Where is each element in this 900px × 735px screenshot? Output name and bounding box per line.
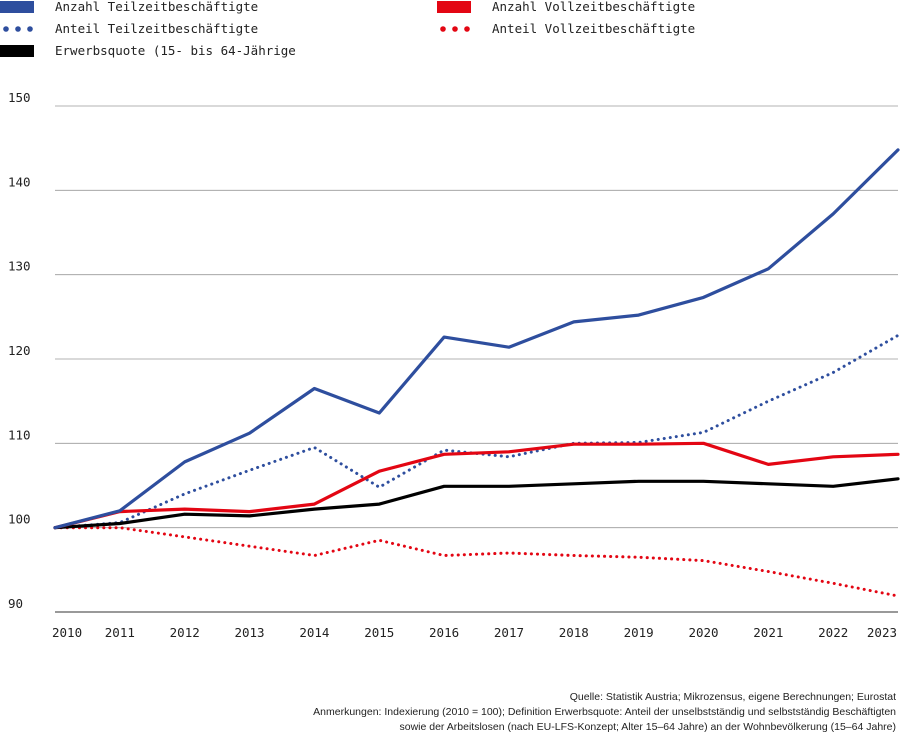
y-tick-label: 140	[8, 174, 31, 189]
legend-swatch-dot	[452, 26, 458, 32]
x-axis-ticks: 2010 2011 2012 2013 2014 2015 2016 2017 2018 2019…	[52, 625, 897, 640]
legend-item-anzahl-teilzeitbeschaeftigte: Anzahl Teilzeitbeschäftigte	[0, 0, 258, 14]
legend-label: Anteil Vollzeitbeschäftigte	[492, 21, 695, 36]
series-line-erwerbsquote-15-bis-64-jaehrige	[53, 477, 900, 530]
legend-label: Anteil Teilzeitbeschäftigte	[55, 21, 258, 36]
x-tick-label: 2016	[429, 625, 459, 640]
legend-item-anteil-vollzeitbeschaeftigte: Anteil Vollzeitbeschäftigte	[440, 21, 695, 36]
chart-gridlines	[55, 105, 898, 613]
x-tick-label: 2021	[753, 625, 783, 640]
legend-item-anteil-teilzeitbeschaeftigte: Anteil Teilzeitbeschäftigte	[3, 21, 258, 36]
x-tick-label: 2020	[688, 625, 718, 640]
series-line-anteil-vollzeitbeschaeftigte	[53, 526, 900, 598]
y-tick-label: 110	[8, 427, 31, 442]
remarks-note-line-2: sowie der Arbeitslosen (nach EU-LFS-Konz…	[399, 721, 896, 733]
chart-footnotes: Quelle: Statistik Austria; Mikrozensus, …	[313, 690, 896, 735]
x-tick-label: 2012	[170, 625, 200, 640]
legend-item-anzahl-vollzeitbeschaeftigte: Anzahl Vollzeitbeschäftigte	[437, 0, 695, 14]
series-line-anzahl-teilzeitbeschaeftigte	[53, 148, 900, 530]
y-tick-label: 90	[8, 596, 23, 611]
x-tick-label: 2010	[52, 625, 82, 640]
y-axis-ticks: 90 100 110 120 130 140 150	[8, 90, 31, 611]
x-tick-label: 2014	[299, 625, 329, 640]
y-tick-label: 120	[8, 343, 31, 358]
source-note: Quelle: Statistik Austria; Mikrozensus, …	[569, 691, 896, 703]
legend-swatch-dot	[15, 26, 21, 32]
legend-swatch	[0, 45, 34, 57]
x-tick-label: 2011	[105, 625, 135, 640]
y-tick-label: 150	[8, 90, 31, 105]
series-line-anzahl-vollzeitbeschaeftigte	[53, 441, 900, 530]
legend-item-erwerbsquote-15-bis-64-jaehrige: Erwerbsquote (15- bis 64-Jährige	[0, 43, 296, 58]
legend-label: Anzahl Teilzeitbeschäftigte	[55, 0, 258, 14]
remarks-note-line-1: Anmerkungen: Indexierung (2010 = 100); D…	[313, 706, 896, 718]
legend-swatch-dot	[27, 26, 33, 32]
legend-swatch-dot	[464, 26, 470, 32]
legend-swatch-dot	[440, 26, 446, 32]
legend-swatch	[437, 1, 471, 13]
chart-legend: Anzahl Teilzeitbeschäftigte Anteil Teilze…	[0, 0, 695, 58]
x-tick-label: 2018	[559, 625, 589, 640]
chart-series	[53, 148, 900, 598]
x-tick-label: 2013	[234, 625, 264, 640]
legend-swatch-dot	[3, 26, 9, 32]
legend-label: Anzahl Vollzeitbeschäftigte	[492, 0, 695, 14]
x-tick-label: 2019	[624, 625, 654, 640]
x-tick-label: 2023	[867, 625, 897, 640]
y-tick-label: 130	[8, 259, 31, 274]
legend-swatch	[0, 1, 34, 13]
x-tick-label: 2022	[818, 625, 848, 640]
x-tick-label: 2015	[364, 625, 394, 640]
y-tick-label: 100	[8, 512, 31, 527]
legend-label: Erwerbsquote (15- bis 64-Jährige	[55, 43, 296, 58]
series-line-anteil-teilzeitbeschaeftigte	[53, 333, 900, 530]
x-tick-label: 2017	[494, 625, 524, 640]
